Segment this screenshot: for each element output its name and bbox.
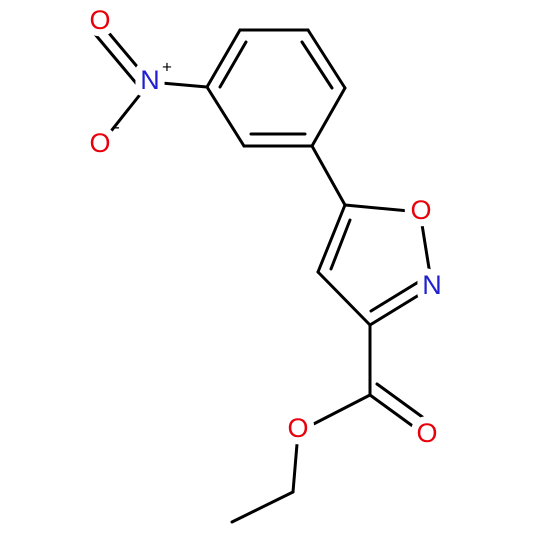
bond bbox=[148, 80, 209, 89]
bond bbox=[375, 382, 434, 426]
atom-charge: - bbox=[114, 117, 120, 136]
bond bbox=[343, 203, 422, 214]
bond bbox=[92, 31, 143, 91]
bond bbox=[310, 86, 347, 148]
bond bbox=[218, 40, 248, 89]
bond bbox=[368, 285, 434, 327]
atom-label: O bbox=[287, 413, 308, 443]
atom-charge: + bbox=[162, 57, 172, 76]
atom-label: O bbox=[410, 195, 431, 225]
bond bbox=[368, 393, 427, 437]
atom-label: N bbox=[140, 65, 160, 95]
bond bbox=[230, 490, 295, 524]
atoms: O N + O - O N O O bbox=[82, 0, 448, 455]
bond bbox=[418, 210, 434, 289]
atom-label: N bbox=[422, 270, 442, 300]
bond bbox=[205, 85, 246, 148]
atom-label: O bbox=[89, 128, 110, 158]
bond bbox=[306, 28, 347, 90]
bond bbox=[291, 430, 300, 494]
bond bbox=[329, 218, 352, 271]
bond bbox=[101, 24, 152, 84]
bond bbox=[296, 393, 372, 434]
atom-label: O bbox=[89, 5, 110, 35]
bond bbox=[316, 270, 372, 327]
atom-label: O bbox=[416, 418, 437, 448]
bond bbox=[369, 279, 422, 313]
bond bbox=[300, 40, 334, 90]
bonds bbox=[92, 24, 434, 524]
bond bbox=[98, 80, 152, 147]
bond bbox=[316, 203, 347, 274]
bond bbox=[310, 144, 347, 207]
bond bbox=[205, 28, 242, 89]
